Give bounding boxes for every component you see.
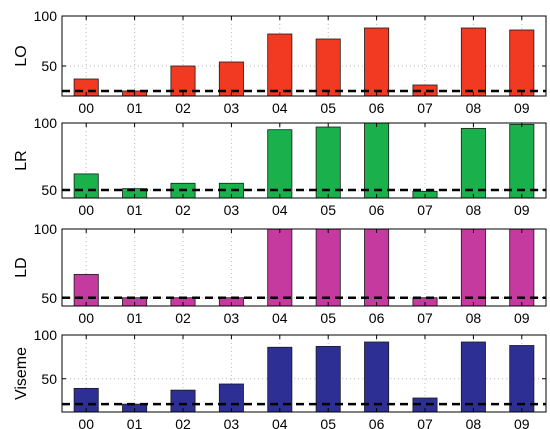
bar-05 <box>315 228 341 307</box>
x-tick-label: 06 <box>369 310 385 326</box>
x-tick-label: 03 <box>224 416 240 429</box>
x-tick-label: 07 <box>417 100 433 116</box>
y-tick-label: 100 <box>34 221 58 237</box>
bar-00 <box>73 173 99 199</box>
bar-06 <box>364 341 390 413</box>
x-tick-label: 04 <box>272 202 288 218</box>
bar-06 <box>364 228 390 307</box>
panel-ld: 00 01 02 03 04 05 06 07 08 09 50 100 LD <box>13 221 547 326</box>
plot-frame <box>61 15 547 97</box>
y-tick-label: 100 <box>34 327 58 343</box>
x-tick-label: 08 <box>466 310 482 326</box>
bar-09 <box>509 228 535 307</box>
x-tick-label: 01 <box>127 416 143 429</box>
panel-lr: 00 01 02 03 04 05 06 07 08 09 50 100 LR <box>13 115 547 218</box>
y-axis-label: LR <box>13 150 30 170</box>
x-tick-label: 02 <box>175 100 191 116</box>
x-tick-label: 07 <box>417 310 433 326</box>
x-tick-label: 08 <box>466 202 482 218</box>
bar-04 <box>267 228 293 307</box>
bar-09 <box>509 29 535 97</box>
y-tick-label: 100 <box>34 115 58 131</box>
x-tick-label: 05 <box>320 310 336 326</box>
bar-06 <box>364 122 390 199</box>
bar-08 <box>460 228 486 307</box>
x-tick-label: 09 <box>514 100 530 116</box>
x-tick-label: 05 <box>320 202 336 218</box>
y-tick-label: 50 <box>41 182 57 198</box>
y-axis-label: Viseme <box>13 347 30 400</box>
x-tick-label: 08 <box>466 100 482 116</box>
x-tick-label: 04 <box>272 416 288 429</box>
x-tick-label: 00 <box>78 310 94 326</box>
bar-05 <box>315 345 341 413</box>
bar-05 <box>315 126 341 199</box>
x-tick-label: 09 <box>514 202 530 218</box>
y-axis-label: LO <box>13 45 30 66</box>
bar-05 <box>315 38 341 97</box>
bar-09 <box>509 123 535 199</box>
x-tick-label: 00 <box>78 100 94 116</box>
bar-04 <box>267 346 293 413</box>
bar-04 <box>267 129 293 199</box>
bar-03 <box>218 383 244 413</box>
y-axis-label: LD <box>13 257 30 277</box>
x-tick-label: 03 <box>224 202 240 218</box>
bar-06 <box>364 27 390 97</box>
x-tick-label: 01 <box>127 100 143 116</box>
x-tick-label: 07 <box>417 416 433 429</box>
x-tick-label: 06 <box>369 202 385 218</box>
bar-09 <box>509 345 535 413</box>
plot-frame <box>61 122 547 199</box>
y-tick-label: 50 <box>41 371 57 387</box>
x-tick-label: 02 <box>175 416 191 429</box>
x-tick-label: 00 <box>78 416 94 429</box>
panel-lo: 00 01 02 03 04 05 06 07 08 09 50 100 LO <box>13 8 547 116</box>
x-tick-label: 07 <box>417 202 433 218</box>
x-tick-label: 02 <box>175 202 191 218</box>
x-tick-label: 04 <box>272 100 288 116</box>
x-tick-label: 08 <box>466 416 482 429</box>
bar-08 <box>460 341 486 413</box>
x-tick-label: 05 <box>320 100 336 116</box>
x-tick-label: 04 <box>272 310 288 326</box>
x-tick-label: 00 <box>78 202 94 218</box>
x-tick-label: 05 <box>320 416 336 429</box>
x-tick-label: 02 <box>175 310 191 326</box>
x-tick-label: 01 <box>127 202 143 218</box>
bar-00 <box>73 273 99 307</box>
x-tick-label: 09 <box>514 416 530 429</box>
x-tick-label: 06 <box>369 416 385 429</box>
x-tick-label: 03 <box>224 100 240 116</box>
x-tick-label: 06 <box>369 100 385 116</box>
y-tick-label: 50 <box>41 290 57 306</box>
y-tick-label: 50 <box>41 58 57 74</box>
x-tick-label: 01 <box>127 310 143 326</box>
x-tick-label: 09 <box>514 310 530 326</box>
bar-04 <box>267 33 293 97</box>
bar-08 <box>460 27 486 97</box>
x-tick-label: 03 <box>224 310 240 326</box>
y-tick-label: 100 <box>34 8 58 24</box>
plot-frame <box>61 228 547 307</box>
bar-08 <box>460 127 486 199</box>
plot-frame <box>61 334 547 413</box>
